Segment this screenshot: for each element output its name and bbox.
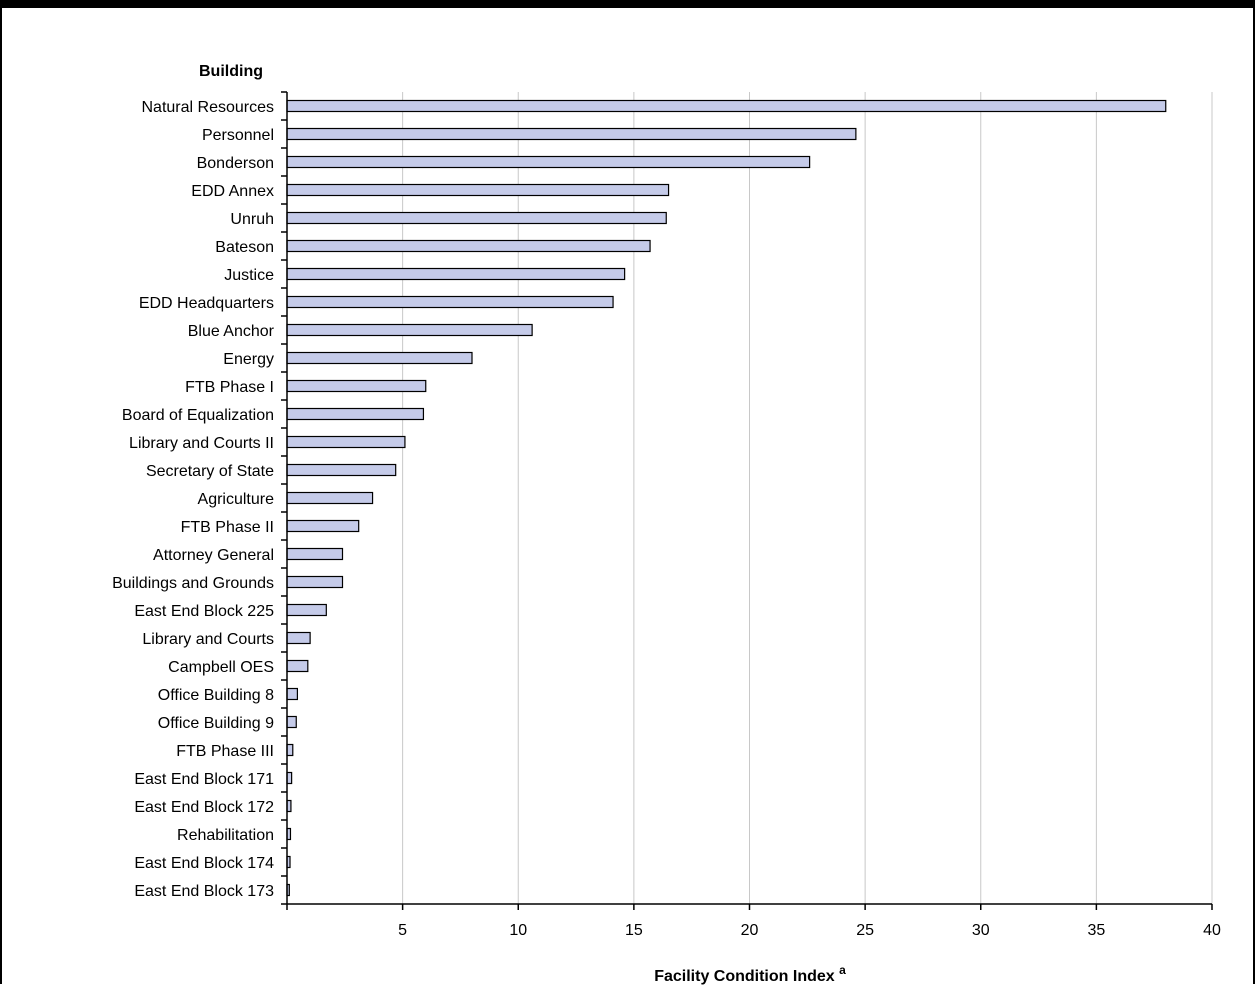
- category-label: East End Block 173: [134, 883, 274, 900]
- category-label: FTB Phase I: [185, 379, 274, 396]
- gridlines: [402, 92, 1213, 904]
- category-label: Library and Courts: [142, 631, 274, 648]
- category-label: Bonderson: [197, 155, 274, 172]
- bar: [286, 491, 374, 505]
- x-tick-label: 35: [1087, 922, 1105, 939]
- x-tick-label: 25: [856, 922, 874, 939]
- category-label: Office Building 9: [158, 715, 274, 732]
- x-axis-title-text: Facility Condition Index: [654, 968, 835, 985]
- x-tick-label: 10: [509, 922, 527, 939]
- bar: [286, 659, 309, 673]
- category-label: Agriculture: [198, 491, 275, 508]
- category-label: Justice: [224, 267, 274, 284]
- category-label: Board of Equalization: [122, 407, 274, 424]
- category-label: Bateson: [215, 239, 274, 256]
- bar: [286, 463, 397, 477]
- category-label: Blue Anchor: [188, 323, 275, 340]
- category-labels: Natural Resources Personnel Bonderson EDD A…: [112, 99, 275, 900]
- category-label: FTB Phase III: [176, 743, 274, 760]
- bar: [286, 183, 670, 197]
- category-label: Library and Courts II: [129, 435, 274, 452]
- bar: [286, 519, 360, 533]
- bar: [286, 547, 344, 561]
- category-label: Rehabilitation: [177, 827, 274, 844]
- category-label: Personnel: [202, 127, 274, 144]
- x-tick-label: 20: [741, 922, 759, 939]
- bar: [286, 351, 473, 365]
- bar: [286, 603, 327, 617]
- category-label: Campbell OES: [168, 659, 274, 676]
- category-label: East End Block 172: [134, 799, 274, 816]
- bar: [286, 715, 297, 729]
- bar: [286, 99, 1167, 113]
- bar: [286, 743, 294, 757]
- axes: [281, 91, 1213, 910]
- category-label: FTB Phase II: [181, 519, 274, 536]
- bar: [286, 127, 857, 141]
- bar: [286, 295, 614, 309]
- category-label: Buildings and Grounds: [112, 575, 274, 592]
- bar: [286, 155, 811, 169]
- x-tick-label: 40: [1203, 922, 1221, 939]
- bar: [286, 211, 667, 225]
- category-label: East End Block 171: [134, 771, 274, 788]
- bar: [286, 687, 299, 701]
- bar: [286, 267, 626, 281]
- x-tick-label: 5: [398, 922, 407, 939]
- category-label: EDD Headquarters: [139, 295, 274, 312]
- bar: [286, 379, 427, 393]
- category-label: Natural Resources: [142, 99, 275, 116]
- chart: Natural Resources Personnel Bonderson EDD A…: [112, 63, 1221, 985]
- x-tick-label: 30: [972, 922, 990, 939]
- category-label: East End Block 174: [134, 855, 274, 872]
- x-axis-title-superscript: a: [839, 963, 846, 977]
- category-label: EDD Annex: [191, 183, 274, 200]
- bar: [286, 631, 311, 645]
- category-label: Unruh: [230, 211, 274, 228]
- category-label: Energy: [223, 351, 274, 368]
- category-label: Secretary of State: [146, 463, 274, 480]
- bar: [286, 239, 651, 253]
- category-label: Attorney General: [153, 547, 274, 564]
- bar: [286, 323, 533, 337]
- category-label: Office Building 8: [158, 687, 274, 704]
- x-tick-labels: 5 10 15 20 25 30 35 40: [398, 922, 1221, 939]
- category-label: East End Block 225: [134, 603, 274, 620]
- bar: [286, 575, 344, 589]
- x-axis-title: Facility Condition Index a: [654, 963, 846, 985]
- x-tick-label: 15: [625, 922, 643, 939]
- bar: [286, 407, 425, 421]
- bar: [286, 435, 406, 449]
- bars: [286, 99, 1167, 897]
- y-axis-title: Building: [199, 63, 263, 80]
